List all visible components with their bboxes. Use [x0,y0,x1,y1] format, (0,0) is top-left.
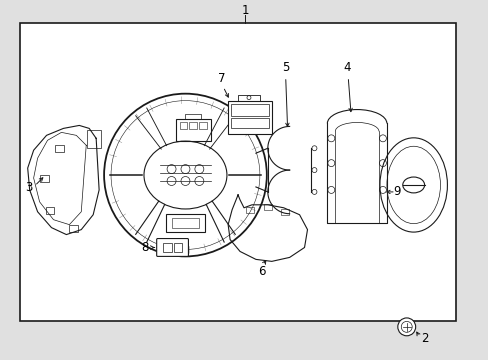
Bar [231,104,268,116]
Bar [173,243,182,252]
Ellipse shape [379,138,447,232]
Bar [245,207,253,213]
Bar [231,118,268,129]
Bar [87,130,101,148]
Bar [179,122,187,129]
Text: 4: 4 [343,61,350,75]
Bar [228,100,271,134]
Bar [165,214,205,232]
Text: 9: 9 [392,185,400,198]
Text: 6: 6 [258,265,265,278]
Circle shape [397,318,415,336]
Bar [45,207,54,214]
Bar [189,122,197,129]
FancyBboxPatch shape [156,239,188,256]
Text: 8: 8 [141,241,148,254]
Bar [163,243,171,252]
Text: 2: 2 [420,332,427,345]
Bar [55,145,64,152]
Polygon shape [228,195,307,261]
Bar [280,209,288,215]
Bar [171,218,199,228]
Text: 7: 7 [218,72,225,85]
Bar [199,122,207,129]
Bar [175,119,211,141]
Bar [264,204,271,210]
Bar [20,23,455,321]
Polygon shape [28,125,99,235]
Bar [40,175,48,182]
Text: 3: 3 [25,181,32,194]
Text: 1: 1 [241,4,248,17]
Text: 5: 5 [282,61,289,75]
Bar [69,225,78,231]
